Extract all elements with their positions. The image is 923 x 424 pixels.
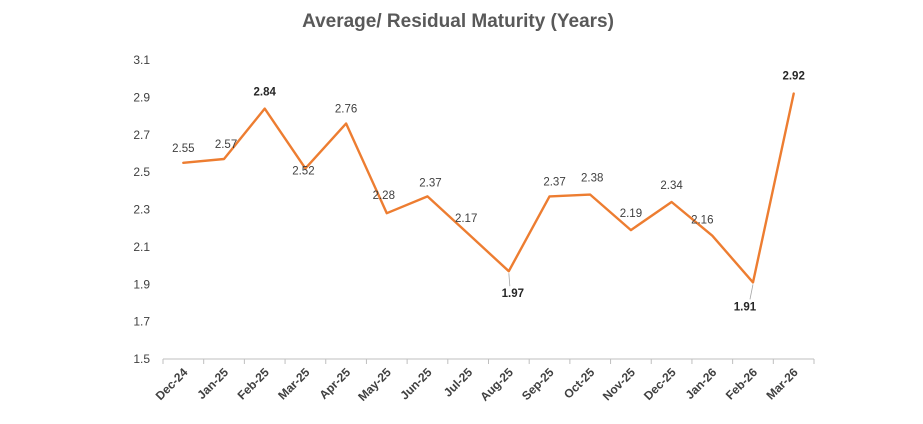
data-label: 2.84 <box>254 87 277 99</box>
y-tick-label: 1.9 <box>133 277 150 291</box>
x-tick-label: Apr-25 <box>316 365 353 402</box>
data-label: 2.34 <box>660 180 683 192</box>
data-label: 2.16 <box>691 215 713 227</box>
label-leader-line <box>749 284 754 300</box>
label-leader-lines <box>508 273 754 300</box>
series-line <box>182 92 795 284</box>
x-tick-label: Aug-25 <box>477 365 516 404</box>
data-label: 2.92 <box>782 71 804 83</box>
y-tick-label: 1.5 <box>133 352 150 366</box>
x-tick-label: Dec-24 <box>153 365 191 403</box>
x-tick-label: Jul-25 <box>441 365 476 400</box>
data-label: 2.28 <box>373 190 395 202</box>
y-tick-label: 1.7 <box>133 315 150 329</box>
y-tick-label: 3.1 <box>133 53 150 67</box>
x-tick-label: Mar-25 <box>275 365 312 402</box>
data-label: 2.55 <box>172 143 194 155</box>
x-tick-label: Jun-25 <box>397 365 434 402</box>
x-axis-ticks: Dec-24 Jan-25 Feb-25 Mar-25 Apr-25 May-25 Jun-… <box>153 359 815 404</box>
label-leader-line <box>508 273 511 287</box>
data-label: 2.37 <box>419 177 441 189</box>
y-tick-label: 2.5 <box>133 165 150 179</box>
x-tick-label: Feb-26 <box>723 365 760 402</box>
data-label: 2.76 <box>335 104 357 116</box>
data-label: 1.91 <box>734 301 757 313</box>
y-tick-label: 2.7 <box>133 128 150 142</box>
x-tick-label: Oct-25 <box>561 365 598 402</box>
y-tick-label: 2.3 <box>133 203 150 217</box>
x-tick-label: Dec-25 <box>641 365 679 403</box>
y-axis-ticks: 1.5 1.7 1.9 2.1 2.3 2.5 2.7 2.9 3.1 <box>133 53 150 366</box>
x-tick-label: Jan-25 <box>194 365 231 402</box>
data-label: 2.38 <box>581 173 603 185</box>
x-tick-label: Jan-26 <box>683 365 720 402</box>
y-tick-label: 2.1 <box>133 240 150 254</box>
chart-title: Average/ Residual Maturity (Years) <box>302 11 614 32</box>
data-labels: 2.55 2.57 2.84 2.52 2.76 2.28 2.37 2.17 1.97 2.37… <box>172 71 805 314</box>
data-label: 2.37 <box>543 176 565 188</box>
y-tick-label: 2.9 <box>133 90 150 104</box>
data-label: 2.17 <box>455 213 477 225</box>
x-tick-label: May-25 <box>355 365 394 404</box>
data-label: 2.19 <box>620 208 642 220</box>
data-label: 1.97 <box>502 288 524 300</box>
x-tick-label: Feb-25 <box>235 365 272 402</box>
data-label: 2.57 <box>215 139 237 151</box>
data-label: 2.52 <box>292 165 314 177</box>
x-tick-label: Mar-26 <box>764 365 801 402</box>
x-tick-label: Sep-25 <box>519 365 557 403</box>
x-tick-label: Nov-25 <box>600 365 638 403</box>
